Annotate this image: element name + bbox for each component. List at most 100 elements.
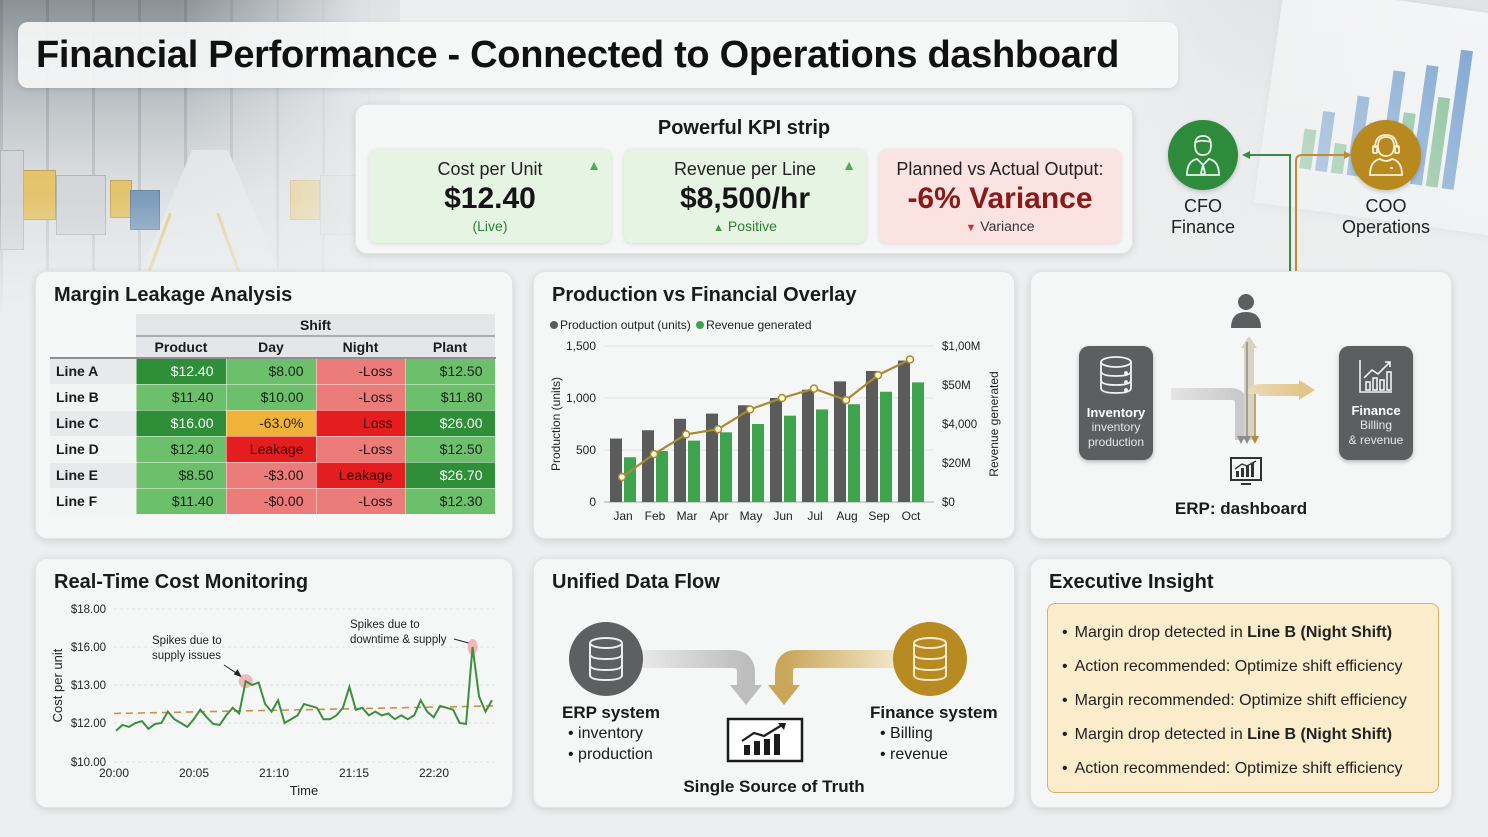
trend-up-icon: ▲ <box>587 157 601 173</box>
table-row[interactable]: Line F $11.40 -$0.00 -Loss $12.30 <box>50 487 496 515</box>
exec-role: COO <box>1365 196 1407 216</box>
svg-text:Spikes due to: Spikes due to <box>152 635 222 647</box>
up-arrow-icon: ▲ <box>713 222 724 234</box>
table-cell[interactable]: -$0.00 <box>225 487 317 515</box>
panel-title: Production vs Financial Overlay <box>552 284 857 306</box>
svg-text:$10.00: $10.00 <box>71 757 106 769</box>
erp-dashboard-panel: Inventory inventory production Finance B… <box>1030 271 1452 539</box>
table-cell[interactable]: $12.50 <box>404 435 496 463</box>
tile-line: production <box>1087 435 1145 449</box>
column-header-product[interactable]: Product <box>136 336 226 358</box>
insight-item: Margin recommended: Optimize shift effic… <box>1062 684 1438 718</box>
kpi-subtext: (Live) <box>472 218 508 234</box>
table-cell[interactable]: $12.40 <box>135 435 227 463</box>
table-cell[interactable]: $8.50 <box>135 461 227 489</box>
svg-text:1,000: 1,000 <box>566 391 596 405</box>
panel-title: Executive Insight <box>1049 571 1214 593</box>
row-label: Line E <box>50 462 136 489</box>
table-cell[interactable]: $26.00 <box>404 409 496 437</box>
row-label: Line B <box>50 384 136 411</box>
production-revenue-chart[interactable]: 1,500 1,000 500 0 $1,00M $50M $4,000 $20M $0 Prod… <box>534 332 1016 532</box>
table-cell[interactable]: $12.50 <box>404 357 496 385</box>
table-cell[interactable]: Leakage <box>225 435 317 463</box>
table-cell[interactable]: -$3.00 <box>225 461 317 489</box>
executive-insight-panel: Executive Insight Margin drop detected i… <box>1030 558 1452 808</box>
table-row[interactable]: Line A $12.40 $8.00 -Loss $12.50 <box>50 357 496 385</box>
chart-legend: Production output (units) Revenue genera… <box>550 318 812 332</box>
legend-item-revenue[interactable]: Revenue generated <box>694 318 812 332</box>
finance-tile[interactable]: Finance Billing & revenue <box>1339 346 1413 460</box>
kpi-subtext-label: Positive <box>727 218 777 234</box>
table-cell[interactable]: -Loss <box>315 487 406 515</box>
svg-text:Spikes due to: Spikes due to <box>350 619 420 631</box>
coo-operations-node[interactable]: COO Operations <box>1326 120 1446 238</box>
svg-text:Time: Time <box>290 783 318 798</box>
table-cell[interactable]: $12.30 <box>404 487 496 515</box>
table-row[interactable]: Line E $8.50 -$3.00 Leakage $26.70 <box>50 461 496 489</box>
svg-text:downtime & supply: downtime & supply <box>350 634 447 646</box>
insight-item: Action recommended: Optimize shift effic… <box>1062 752 1438 786</box>
kpi-strip-title: Powerful KPI strip <box>657 117 831 139</box>
svg-text:0: 0 <box>589 495 596 509</box>
database-icon <box>1100 356 1132 394</box>
column-header-night[interactable]: Night <box>316 336 405 358</box>
row-label: Line D <box>50 436 136 463</box>
erp-system-node[interactable]: ERP system • inventory • production <box>562 703 660 765</box>
svg-text:21:15: 21:15 <box>339 766 369 780</box>
table-cell[interactable]: -Loss <box>315 435 406 463</box>
cost-monitoring-panel: Real-Time Cost Monitoring $18.00 $16.00 $1… <box>35 558 513 808</box>
table-cell[interactable]: $10.00 <box>225 383 317 411</box>
column-header-plant[interactable]: Plant <box>405 336 495 358</box>
tile-title: Finance <box>1351 403 1401 418</box>
table-cell[interactable]: -Loss <box>315 357 406 385</box>
column-header-day[interactable]: Day <box>226 336 316 358</box>
kpi-label: Cost per Unit <box>437 159 543 179</box>
kpi-card-planned-vs-actual[interactable]: Planned vs Actual Output: -6% Variance ▼… <box>879 149 1121 243</box>
svg-text:21:10: 21:10 <box>259 766 289 780</box>
table-cell[interactable]: Leakage <box>315 461 406 489</box>
table-cell[interactable]: $12.40 <box>135 357 227 385</box>
kpi-card-revenue-per-line[interactable]: ▲ Revenue per Line $8,500/hr ▲ Positive <box>624 149 866 243</box>
single-source-chart-icon <box>726 717 804 763</box>
tile-line: & revenue <box>1348 433 1404 447</box>
data-flow-diagram <box>569 622 967 705</box>
table-cell[interactable]: $16.00 <box>135 409 227 437</box>
panel-title: Real-Time Cost Monitoring <box>54 571 309 593</box>
table-cell[interactable]: -63.0% <box>225 409 317 437</box>
svg-text:Jun: Jun <box>773 509 792 523</box>
svg-text:$0: $0 <box>942 497 955 509</box>
system-title: ERP system <box>562 703 660 722</box>
table-row[interactable]: Line C $16.00 -63.0% Loss $26.00 <box>50 409 496 437</box>
table-cell[interactable]: $11.80 <box>404 383 496 411</box>
exec-role: CFO <box>1184 196 1222 216</box>
kpi-value: $12.40 <box>444 182 536 215</box>
svg-text:Mar: Mar <box>677 509 698 523</box>
svg-text:Production (units): Production (units) <box>549 377 563 471</box>
exec-dept: Operations <box>1341 217 1431 237</box>
inventory-tile[interactable]: Inventory inventory production <box>1079 346 1153 460</box>
system-title: Finance system <box>870 703 998 722</box>
svg-text:22:20: 22:20 <box>419 766 449 780</box>
table-cell[interactable]: $11.40 <box>135 487 227 515</box>
table-cell[interactable]: $8.00 <box>225 357 317 385</box>
table-cell[interactable]: $26.70 <box>404 461 496 489</box>
legend-item-production[interactable]: Production output (units) <box>550 318 691 332</box>
tile-title: Inventory <box>1086 405 1146 420</box>
svg-text:$13.00: $13.00 <box>71 680 106 692</box>
down-arrow-icon: ▼ <box>965 222 977 234</box>
svg-text:$50M: $50M <box>942 380 971 392</box>
exec-dept: Finance <box>1170 217 1236 237</box>
table-row[interactable]: Line D $12.40 Leakage -Loss $12.50 <box>50 435 496 463</box>
table-row[interactable]: Line B $11.40 $10.00 -Loss $11.80 <box>50 383 496 411</box>
finance-system-node[interactable]: Finance system • Billing • revenue <box>870 703 998 765</box>
table-cell[interactable]: -Loss <box>315 383 406 411</box>
table-cell[interactable]: $11.40 <box>135 383 227 411</box>
kpi-strip-panel: Powerful KPI strip ▲ Cost per Unit $12.4… <box>355 104 1133 254</box>
cfo-finance-node[interactable]: CFO Finance <box>1143 120 1263 238</box>
kpi-value: $8,500/hr <box>679 182 811 215</box>
table-cell[interactable]: Loss <box>315 409 406 437</box>
svg-text:500: 500 <box>576 443 596 457</box>
svg-text:Aug: Aug <box>836 509 857 523</box>
kpi-card-cost-per-unit[interactable]: ▲ Cost per Unit $12.40 (Live) <box>369 149 611 243</box>
